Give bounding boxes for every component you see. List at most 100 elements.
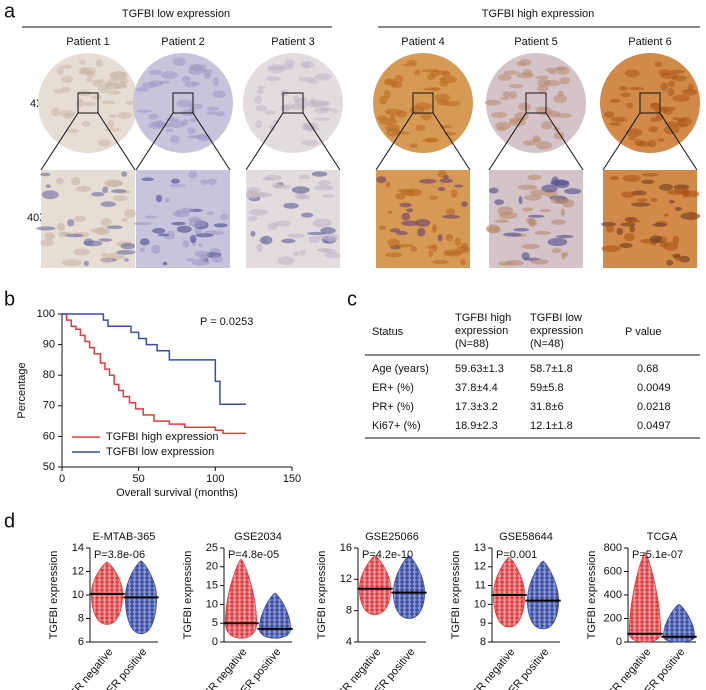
cell-texture (98, 238, 113, 242)
cell-texture (164, 197, 170, 203)
tissue-texture (309, 98, 316, 103)
tissue-texture (420, 112, 432, 121)
y-tick-label: 200 (604, 612, 622, 624)
table-cell: Age (years) (372, 363, 429, 375)
cell-texture (494, 199, 505, 205)
tissue-texture (81, 120, 91, 127)
y-tick-label: 600 (604, 565, 622, 577)
tissue-texture (181, 75, 191, 83)
tissue-texture (292, 95, 300, 103)
table-cell: 18.9±2.3 (455, 420, 498, 432)
tissue-texture (148, 113, 159, 120)
cell-texture (247, 215, 258, 222)
group-label: TGFBI high expression (482, 8, 595, 20)
cell-texture (298, 175, 310, 180)
cell-texture (437, 233, 443, 242)
tissue-texture (654, 61, 663, 68)
inset-box (525, 92, 547, 114)
p-value: P=4.2e-10 (362, 549, 413, 561)
cell-texture (446, 208, 456, 216)
tissue-texture (611, 116, 627, 122)
tissue-texture (300, 61, 315, 69)
tissue-texture (60, 86, 71, 93)
tissue-texture (98, 139, 111, 147)
cell-texture (674, 206, 683, 211)
tissue-texture (557, 90, 564, 97)
cell-texture (530, 258, 549, 265)
y-tick-label: 10 (474, 598, 486, 610)
y-tick-label: 15 (206, 580, 218, 592)
tissue-texture (502, 90, 510, 98)
cell-texture (502, 232, 522, 237)
tissue-texture (497, 73, 512, 81)
tissue-texture (379, 96, 388, 105)
point-cloud (358, 555, 392, 615)
p-value: P=4.8e-05 (228, 549, 279, 561)
tissue-texture (189, 117, 198, 123)
x-tick-label: 100 (206, 473, 224, 485)
cell-texture (101, 252, 108, 257)
y-tick-label: 100 (37, 308, 55, 320)
plot-title: TCGA (647, 531, 678, 543)
zoom-line (192, 112, 231, 171)
cell-texture (291, 186, 310, 194)
cell-texture (83, 260, 89, 267)
table-cell: 0.0049 (637, 382, 671, 394)
tissue-texture (535, 75, 549, 80)
legend-label: TGFBI low expression (106, 446, 214, 458)
tissue-texture (439, 77, 447, 81)
cell-texture (669, 200, 675, 204)
tissue-texture (628, 87, 644, 91)
patient-label: Patient 1 (66, 36, 109, 48)
cell-texture (686, 211, 696, 220)
tissue-texture (265, 76, 281, 82)
tissue-texture (508, 118, 526, 127)
tissue-texture (553, 94, 568, 104)
cell-texture (397, 188, 413, 193)
tissue-texture (182, 119, 189, 126)
tissue-texture (109, 71, 128, 80)
tissue-texture (517, 102, 532, 111)
tissue-texture (265, 110, 276, 115)
cell-texture (318, 180, 331, 186)
tissue-texture (647, 139, 657, 148)
cell-texture (182, 239, 190, 248)
cell-texture (139, 247, 146, 252)
tissue-texture (254, 95, 263, 104)
table-header: P value (625, 326, 662, 338)
cell-texture (124, 258, 130, 262)
tissue-texture (406, 60, 418, 65)
cell-texture (76, 185, 91, 193)
tissue-texture (421, 138, 438, 143)
tissue-texture (172, 57, 186, 67)
tissue-texture (508, 90, 517, 100)
y-tick-label: 9 (480, 617, 486, 629)
p-value: P = 0.0253 (200, 316, 253, 328)
x-tick-label: 150 (283, 473, 301, 485)
cell-texture (401, 220, 419, 227)
cell-texture (523, 194, 542, 201)
plot-title: E-MTAB-365 (93, 531, 156, 543)
cell-texture (106, 225, 123, 230)
cell-texture (102, 186, 109, 194)
cell-texture (36, 226, 56, 231)
table-cell: PR+ (%) (372, 401, 414, 413)
tissue-texture (534, 106, 551, 110)
tissue-texture (603, 111, 615, 118)
y-tick-label: 6 (78, 636, 84, 648)
inset-box (282, 92, 304, 114)
panel-label: d (4, 510, 15, 532)
table-header: Status (372, 326, 404, 338)
tissue-texture (556, 66, 570, 75)
cell-texture (200, 179, 209, 185)
y-axis-label: Percentage (16, 362, 28, 418)
tissue-texture (663, 125, 680, 135)
tissue-texture (499, 96, 510, 101)
tissue-texture (436, 98, 448, 106)
cell-texture (672, 235, 680, 245)
tissue-texture (308, 79, 319, 84)
table-header: TGFBI low (530, 312, 582, 324)
cell-texture (513, 228, 530, 232)
tissue-texture (543, 80, 561, 87)
tissue-texture (409, 143, 418, 148)
